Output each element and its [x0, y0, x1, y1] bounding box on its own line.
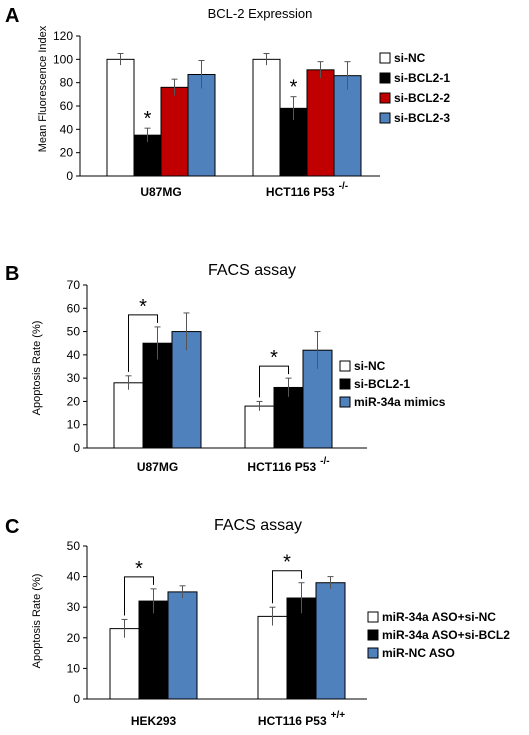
- bar: [160, 86, 189, 177]
- legend-swatch: [367, 647, 379, 659]
- y-axis-label: Apoptosis Rate (%): [31, 574, 43, 669]
- y-tick-label: 50: [67, 539, 81, 553]
- significance-star: *: [283, 552, 291, 574]
- category-label: U87MG: [137, 460, 178, 474]
- y-tick-label: 20: [67, 631, 81, 645]
- significance-star: *: [139, 296, 147, 318]
- panel-label: C: [5, 516, 19, 538]
- y-tick-label: 20: [67, 394, 81, 408]
- significance-star: *: [144, 108, 152, 130]
- chart-marks: 0 20 40 60 80 100 120 U87MG HCT116 P53 -/- * * si-NC…: [53, 29, 450, 199]
- legend-swatch: [379, 72, 391, 84]
- y-tick-label: 10: [67, 661, 81, 675]
- y-tick-label: 0: [66, 169, 73, 183]
- panel-a: A BCL-2 Expression Mean Fluorescence Ind…: [0, 0, 529, 232]
- legend-label: si-NC: [354, 359, 386, 373]
- legend-label: miR-NC ASO: [382, 646, 455, 660]
- significance-bracket: [259, 365, 289, 398]
- y-axis-label: Apoptosis Rate (%): [31, 321, 43, 416]
- bar: [244, 405, 275, 449]
- chart-title: BCL-2 Expression: [208, 6, 313, 21]
- legend-swatch: [367, 629, 379, 641]
- y-tick-label: 20: [60, 146, 74, 160]
- y-tick-label: 40: [60, 122, 74, 136]
- y-tick-label: 0: [73, 692, 80, 706]
- category-superscript: -/-: [320, 456, 329, 467]
- category-superscript: +/+: [331, 710, 346, 721]
- legend-label: miR-34a mimics: [354, 395, 446, 409]
- y-tick-label: 60: [60, 99, 74, 113]
- significance-bracket: [272, 570, 302, 604]
- y-tick-label: 100: [53, 52, 73, 66]
- legend-swatch: [379, 112, 391, 124]
- significance-bracket: [128, 314, 158, 372]
- y-tick-label: 10: [67, 418, 81, 432]
- legend-label: si-BCL2-1: [394, 71, 450, 85]
- legend-swatch: [379, 92, 391, 104]
- bar: [306, 69, 335, 177]
- bar: [187, 74, 216, 177]
- chart-marks: 0 10 20 30 40 50 60 70 U87MG HCT116 P53 -/- * * si-NC…: [67, 278, 446, 474]
- legend-swatch: [339, 378, 351, 390]
- y-tick-label: 120: [53, 29, 73, 43]
- y-tick-label: 70: [67, 278, 81, 292]
- y-tick-label: 80: [60, 76, 74, 90]
- legend-label: miR-34a ASO+si-NC: [382, 610, 496, 624]
- category-label: HCT116 P53 +/+: [258, 710, 345, 728]
- category-label: U87MG: [140, 185, 181, 199]
- legend-label: si-BCL2-1: [354, 377, 410, 391]
- legend-swatch: [367, 611, 379, 623]
- significance-star: *: [270, 347, 278, 369]
- y-tick-label: 30: [67, 371, 81, 385]
- chart-marks: 0 10 20 30 40 50 HEK293 HCT116 P53 +/+ * * miR-34a …: [67, 539, 511, 728]
- bar: [171, 331, 202, 449]
- bar: [167, 591, 198, 700]
- panel-b: B FACS assay Apoptosis Rate (%) 0 10 20 30 4…: [0, 250, 529, 482]
- chart-c: C FACS assay Apoptosis Rate (%) 0 10 20 30 4…: [5, 516, 511, 728]
- category-label: HCT116 P53 -/-: [247, 456, 329, 474]
- category-label: HEK293: [131, 714, 177, 728]
- chart-title: FACS assay: [214, 517, 302, 534]
- category-label: HCT116 P53 -/-: [266, 181, 348, 199]
- category-superscript: -/-: [339, 181, 348, 192]
- chart-a: A BCL-2 Expression Mean Fluorescence Ind…: [5, 5, 450, 199]
- legend-swatch: [339, 360, 351, 372]
- bar: [257, 615, 288, 700]
- significance-star: *: [135, 558, 143, 580]
- legend-swatch: [339, 396, 351, 408]
- y-tick-label: 50: [67, 325, 81, 339]
- bar: [113, 382, 144, 449]
- legend-swatch: [379, 52, 391, 64]
- chart-b: B FACS assay Apoptosis Rate (%) 0 10 20 30 4…: [5, 262, 446, 474]
- significance-star: *: [290, 77, 298, 99]
- legend-label: si-BCL2-3: [394, 111, 450, 125]
- y-tick-label: 0: [73, 441, 80, 455]
- y-tick-label: 40: [67, 570, 81, 584]
- panel-c: C FACS assay Apoptosis Rate (%) 0 10 20 30 4…: [0, 500, 529, 735]
- y-tick-label: 60: [67, 301, 81, 315]
- bar: [106, 58, 135, 177]
- y-tick-label: 30: [67, 600, 81, 614]
- bar: [138, 600, 169, 700]
- y-axis-label: Mean Fluorescence Index: [37, 25, 49, 152]
- panel-label: A: [5, 5, 19, 27]
- bar: [333, 75, 362, 177]
- panel-label: B: [5, 263, 19, 285]
- y-tick-label: 40: [67, 348, 81, 362]
- legend-label: miR-34a ASO+si-BCL2: [382, 628, 510, 642]
- bar: [109, 628, 140, 700]
- bar: [252, 58, 281, 177]
- legend-label: si-BCL2-2: [394, 91, 450, 105]
- significance-bracket: [124, 576, 154, 616]
- legend-label: si-NC: [394, 51, 426, 65]
- chart-title: FACS assay: [208, 262, 296, 279]
- bar: [315, 582, 346, 700]
